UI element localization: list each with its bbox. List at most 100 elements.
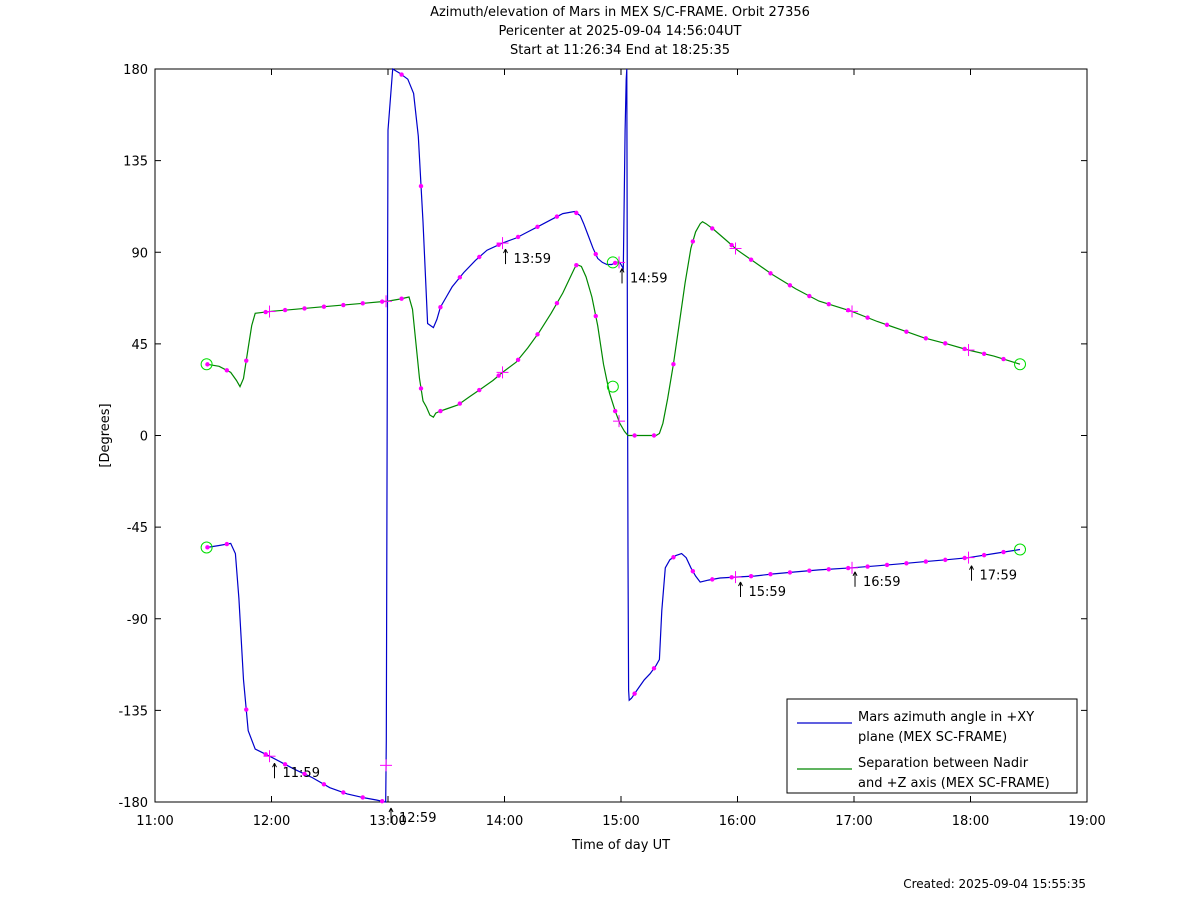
sample-point <box>321 782 327 787</box>
time-marker-arrowhead <box>740 581 743 587</box>
sample-point <box>457 401 463 406</box>
time-marker-arrowhead <box>738 581 741 587</box>
sample-point <box>671 555 676 560</box>
sample-point <box>904 329 909 334</box>
plot-frame <box>154 68 1088 803</box>
sample-point <box>477 387 482 393</box>
legend-box <box>786 698 1078 794</box>
sample-point <box>710 226 715 231</box>
sample-point <box>768 271 773 276</box>
sample-point <box>224 368 230 373</box>
event-circle-marker <box>1014 358 1027 371</box>
sample-point <box>360 301 365 306</box>
time-marker-arrowhead <box>852 571 856 577</box>
sample-point <box>418 183 424 189</box>
sample-point <box>923 336 929 341</box>
sample-point <box>943 557 948 563</box>
sample-point <box>651 433 657 438</box>
series-line-2 <box>206 220 1021 437</box>
sample-point <box>981 552 987 558</box>
legend-label: Mars azimuth angle in +XY <box>858 710 1034 725</box>
x-axis-label: Time of day UT <box>571 838 670 853</box>
sample-point <box>612 260 618 266</box>
sample-point <box>535 332 540 337</box>
sample-point <box>943 341 948 346</box>
chart-title-line-3: Start at 11:26:34 End at 18:25:35 <box>509 43 731 58</box>
y-tick-label: -135 <box>118 704 148 719</box>
sample-point <box>418 386 424 391</box>
sample-point <box>379 799 385 804</box>
time-marker-label: 11:59 <box>283 766 320 781</box>
sample-point <box>651 666 657 671</box>
time-marker-arrowhead <box>272 762 275 768</box>
sample-point <box>826 567 831 572</box>
y-tick-label: 135 <box>123 155 148 170</box>
sample-point <box>496 242 501 248</box>
sample-point <box>515 234 521 240</box>
sample-point <box>710 577 715 582</box>
event-circle-marker <box>200 541 213 554</box>
legend-label: Separation between Nadir <box>858 756 1029 771</box>
sample-point <box>923 559 929 564</box>
sample-point <box>438 305 443 310</box>
time-marker-label: 12:59 <box>399 811 436 826</box>
time-marker-label: 15:59 <box>749 585 786 600</box>
time-marker-arrowhead <box>505 248 508 254</box>
sample-point <box>477 254 482 260</box>
y-axis-label: [Degrees] <box>98 403 113 467</box>
time-marker-arrowhead <box>971 565 974 570</box>
y-tick-label: -180 <box>118 796 148 811</box>
sample-point <box>593 251 598 257</box>
time-marker-label: 17:59 <box>980 569 1017 584</box>
sample-point <box>904 561 909 566</box>
chart-title-line-1: Azimuth/elevation of Mars in MEX S/C-FRA… <box>430 5 810 20</box>
sample-point <box>632 433 637 438</box>
time-marker-label: 13:59 <box>514 252 551 267</box>
sample-point <box>438 408 443 414</box>
event-circle-marker <box>606 380 619 393</box>
y-tick-label: 90 <box>131 246 148 261</box>
sample-point <box>632 691 637 696</box>
x-tick-label: 18:00 <box>952 814 989 829</box>
time-marker-arrowhead <box>503 248 506 254</box>
sample-point <box>496 373 501 378</box>
time-marker-label: 16:59 <box>863 575 900 590</box>
time-marker-label: 14:59 <box>630 271 667 286</box>
sample-point <box>1001 549 1006 555</box>
x-tick-label: 17:00 <box>835 814 872 829</box>
sample-point <box>787 283 793 288</box>
sample-point <box>457 275 463 280</box>
x-tick-label: 11:00 <box>136 814 173 829</box>
sample-point <box>748 574 754 579</box>
chart-title-line-2: Pericenter at 2025-09-04 14:56:04UT <box>498 24 742 39</box>
sample-point <box>205 545 210 550</box>
sample-point <box>671 362 676 367</box>
time-marker-arrowhead <box>619 268 623 273</box>
sample-point <box>826 301 831 307</box>
sample-point <box>884 562 890 568</box>
sample-point <box>574 262 579 268</box>
sample-point <box>302 306 307 311</box>
sample-point <box>729 242 734 248</box>
sample-point <box>535 224 540 229</box>
x-tick-label: 15:00 <box>602 814 639 829</box>
sample-point <box>1001 356 1006 362</box>
sample-point <box>981 351 987 356</box>
sample-point <box>244 358 249 363</box>
event-circle-marker <box>1014 543 1027 556</box>
time-marker-arrowhead <box>388 807 392 813</box>
y-tick-label: -90 <box>127 613 148 628</box>
sample-point <box>768 571 773 577</box>
sample-point <box>787 570 793 575</box>
sample-point <box>865 564 870 569</box>
event-circle-marker <box>606 256 619 269</box>
sample-point <box>360 795 365 800</box>
sample-point <box>282 307 288 313</box>
sample-point <box>690 239 696 244</box>
y-tick-label: 0 <box>140 430 148 445</box>
sample-point <box>321 304 327 309</box>
event-circle-marker <box>200 358 213 371</box>
sample-point <box>748 257 754 262</box>
sample-point <box>807 293 812 299</box>
sample-point <box>341 790 346 795</box>
